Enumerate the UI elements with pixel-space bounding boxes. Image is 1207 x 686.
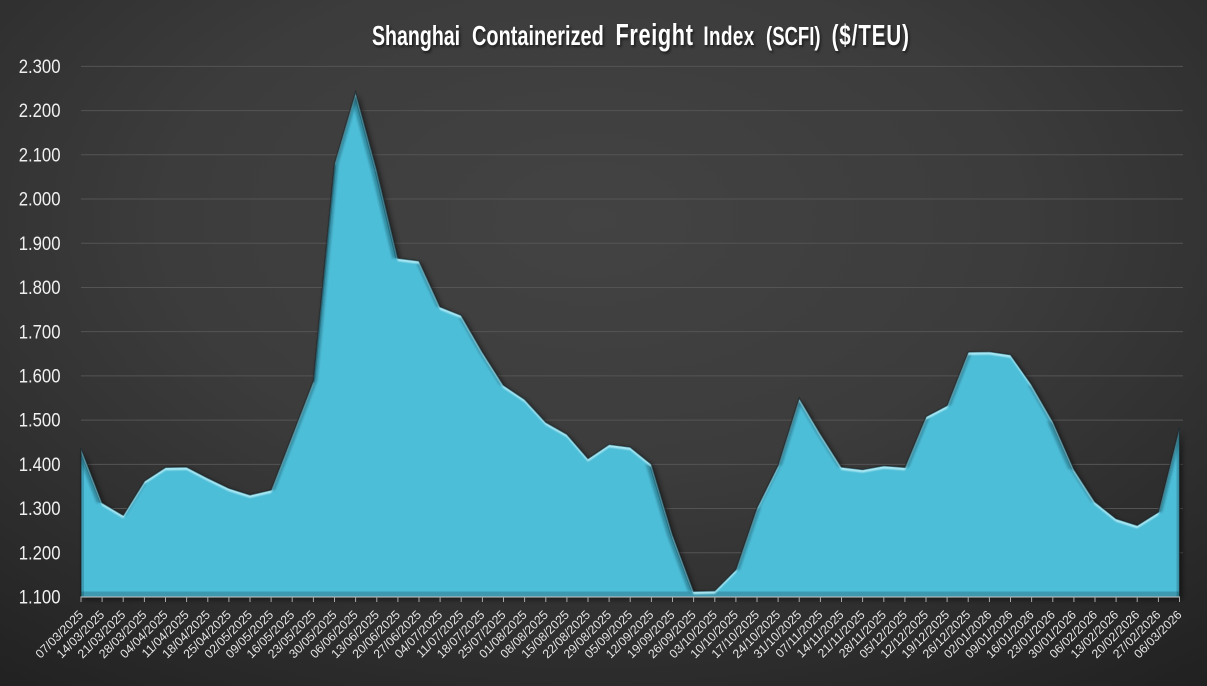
svg-text:2.100: 2.100 [19, 144, 61, 165]
svg-text:2.200: 2.200 [19, 100, 61, 121]
svg-text:1.700: 1.700 [19, 321, 61, 342]
svg-text:1.300: 1.300 [19, 498, 61, 519]
svg-text:1.600: 1.600 [19, 366, 61, 387]
svg-text:2.000: 2.000 [19, 189, 61, 210]
svg-text:1.900: 1.900 [19, 233, 61, 254]
svg-text:1.200: 1.200 [19, 542, 61, 563]
svg-text:1.500: 1.500 [19, 410, 61, 431]
svg-text:1.400: 1.400 [19, 454, 61, 475]
svg-text:1.100: 1.100 [19, 587, 61, 608]
svg-text:1.800: 1.800 [19, 277, 61, 298]
svg-text:2.300: 2.300 [19, 56, 61, 77]
